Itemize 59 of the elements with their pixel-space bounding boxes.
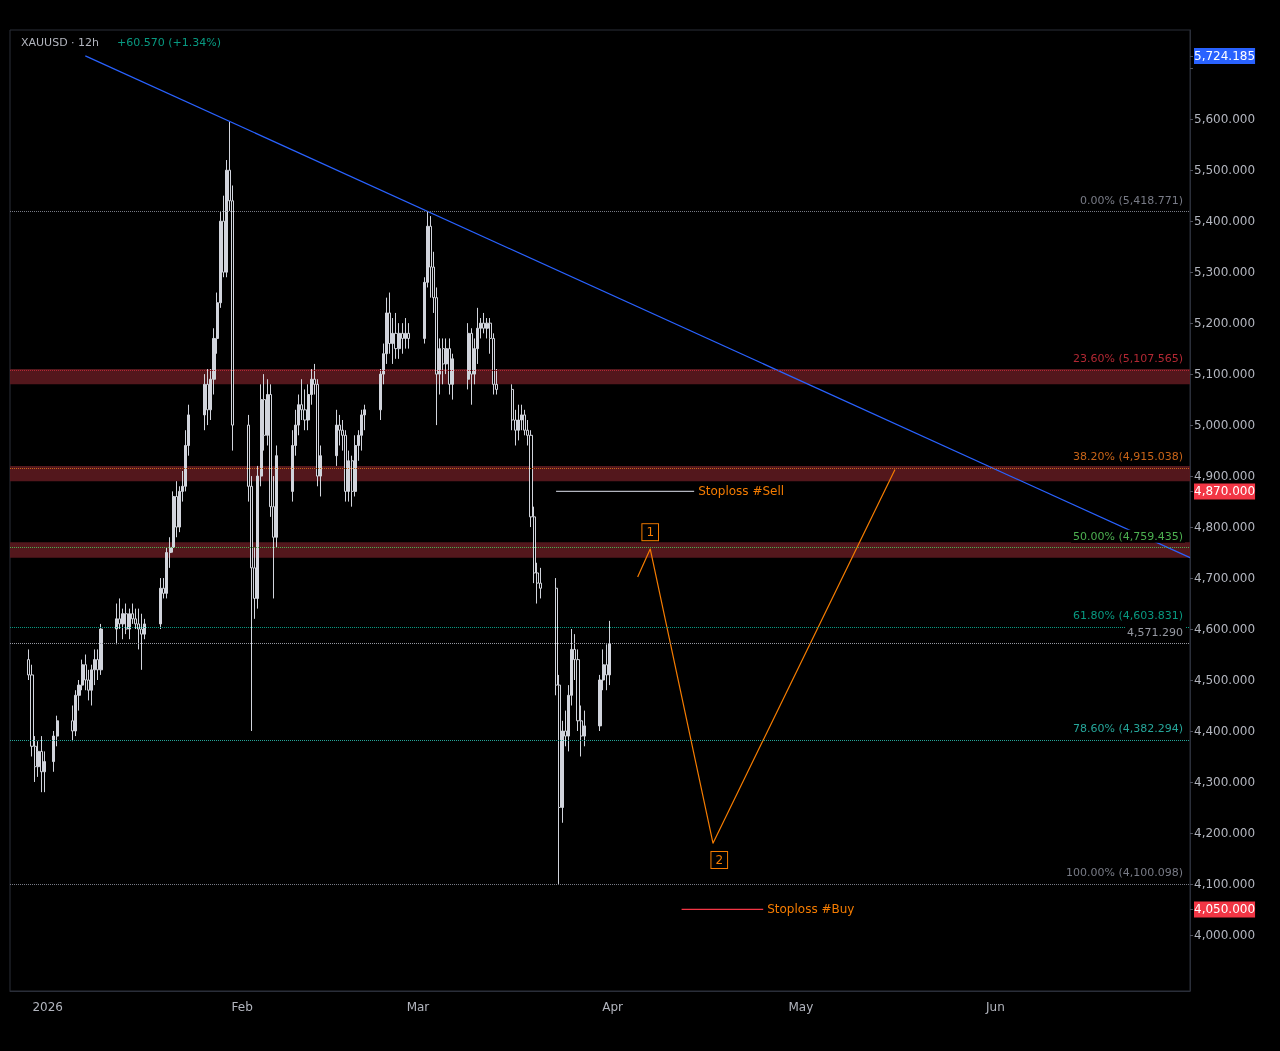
ref-line-label: 0.00% (5,418.771) [1079,193,1183,207]
candlestick [99,623,103,676]
ref-line-label: 61.80% (4,603.831) [1072,609,1183,623]
ref-line-label: 38.20% (4,915.038) [1072,450,1183,464]
ref-line-label: 4,571.290 [1127,625,1183,639]
annotation: 1 [646,525,655,540]
candlestick [335,409,338,467]
y-tick-label: 4,600.000 [1194,622,1256,637]
ref-line-label: 78.60% (4,382.294) [1072,722,1183,736]
y-tick-label: 4,800.000 [1194,520,1256,535]
candlestick [125,603,128,635]
candlestick [40,735,43,793]
y-tick-label: 5,200.000 [1194,316,1256,331]
annotation: Stoploss #Sell [698,484,785,499]
candlestick [482,312,485,334]
annotation: Stoploss #Buy [767,902,855,917]
ref-line-label: 100.00% (4,100.098) [1065,865,1183,879]
candlestick [203,373,206,431]
candlestick [140,613,143,671]
y-tick-label: 4,000.000 [1194,927,1256,942]
y-tick-label: 4,300.000 [1194,774,1256,789]
line-series [637,468,896,844]
y-tick-label: 5,000.000 [1194,418,1256,433]
ref-line-label: 50.00% (4,759.435) [1072,529,1183,543]
candlestick [128,608,131,640]
y-tick-label: 5,600.000 [1194,112,1256,127]
candlestick [608,620,611,686]
x-tick-label: Mar [406,1000,430,1014]
x-tick-label: 2026 [32,1000,63,1014]
text: XAUUSD · 12h [21,36,100,49]
y-tick-label: 5,300.000 [1194,265,1256,280]
x-tick-label: Apr [602,1000,623,1014]
x-tick-label: Jun [985,1000,1005,1014]
y-tick-label: 4,700.000 [1194,571,1256,586]
y-tick-label: 4,050.000 [1194,902,1256,917]
candlestick [407,322,410,350]
x-tick-label: May [788,1000,814,1014]
candlestick [448,337,451,396]
y-tick-label: 5,500.000 [1194,163,1256,178]
candlestick [206,368,209,426]
y-tick-label: 4,500.000 [1194,673,1256,688]
y-tick-label: 4,900.000 [1194,469,1256,484]
candlestick [401,322,404,355]
annotation: 2 [715,852,724,867]
candlestick [404,317,407,350]
y-tick-label: 4,200.000 [1194,825,1256,840]
y-tick-label: 5,724.185 [1194,48,1256,63]
text: +60.570 (+1.34%) [117,36,221,49]
candlestick [394,312,398,360]
candlestick [517,404,520,441]
ref-line-label: 23.60% (5,107.565) [1072,352,1183,366]
y-tick-label: 4,400.000 [1194,723,1256,738]
y-tick-label: 4,100.000 [1194,876,1256,891]
candlestick [470,327,473,406]
x-tick-label: Feb [231,1000,253,1014]
candlestick [159,577,162,630]
y-tick-label: 5,400.000 [1194,214,1256,229]
y-tick-label: 5,100.000 [1194,367,1256,382]
y-tick-label: 4,870.000 [1194,484,1256,499]
